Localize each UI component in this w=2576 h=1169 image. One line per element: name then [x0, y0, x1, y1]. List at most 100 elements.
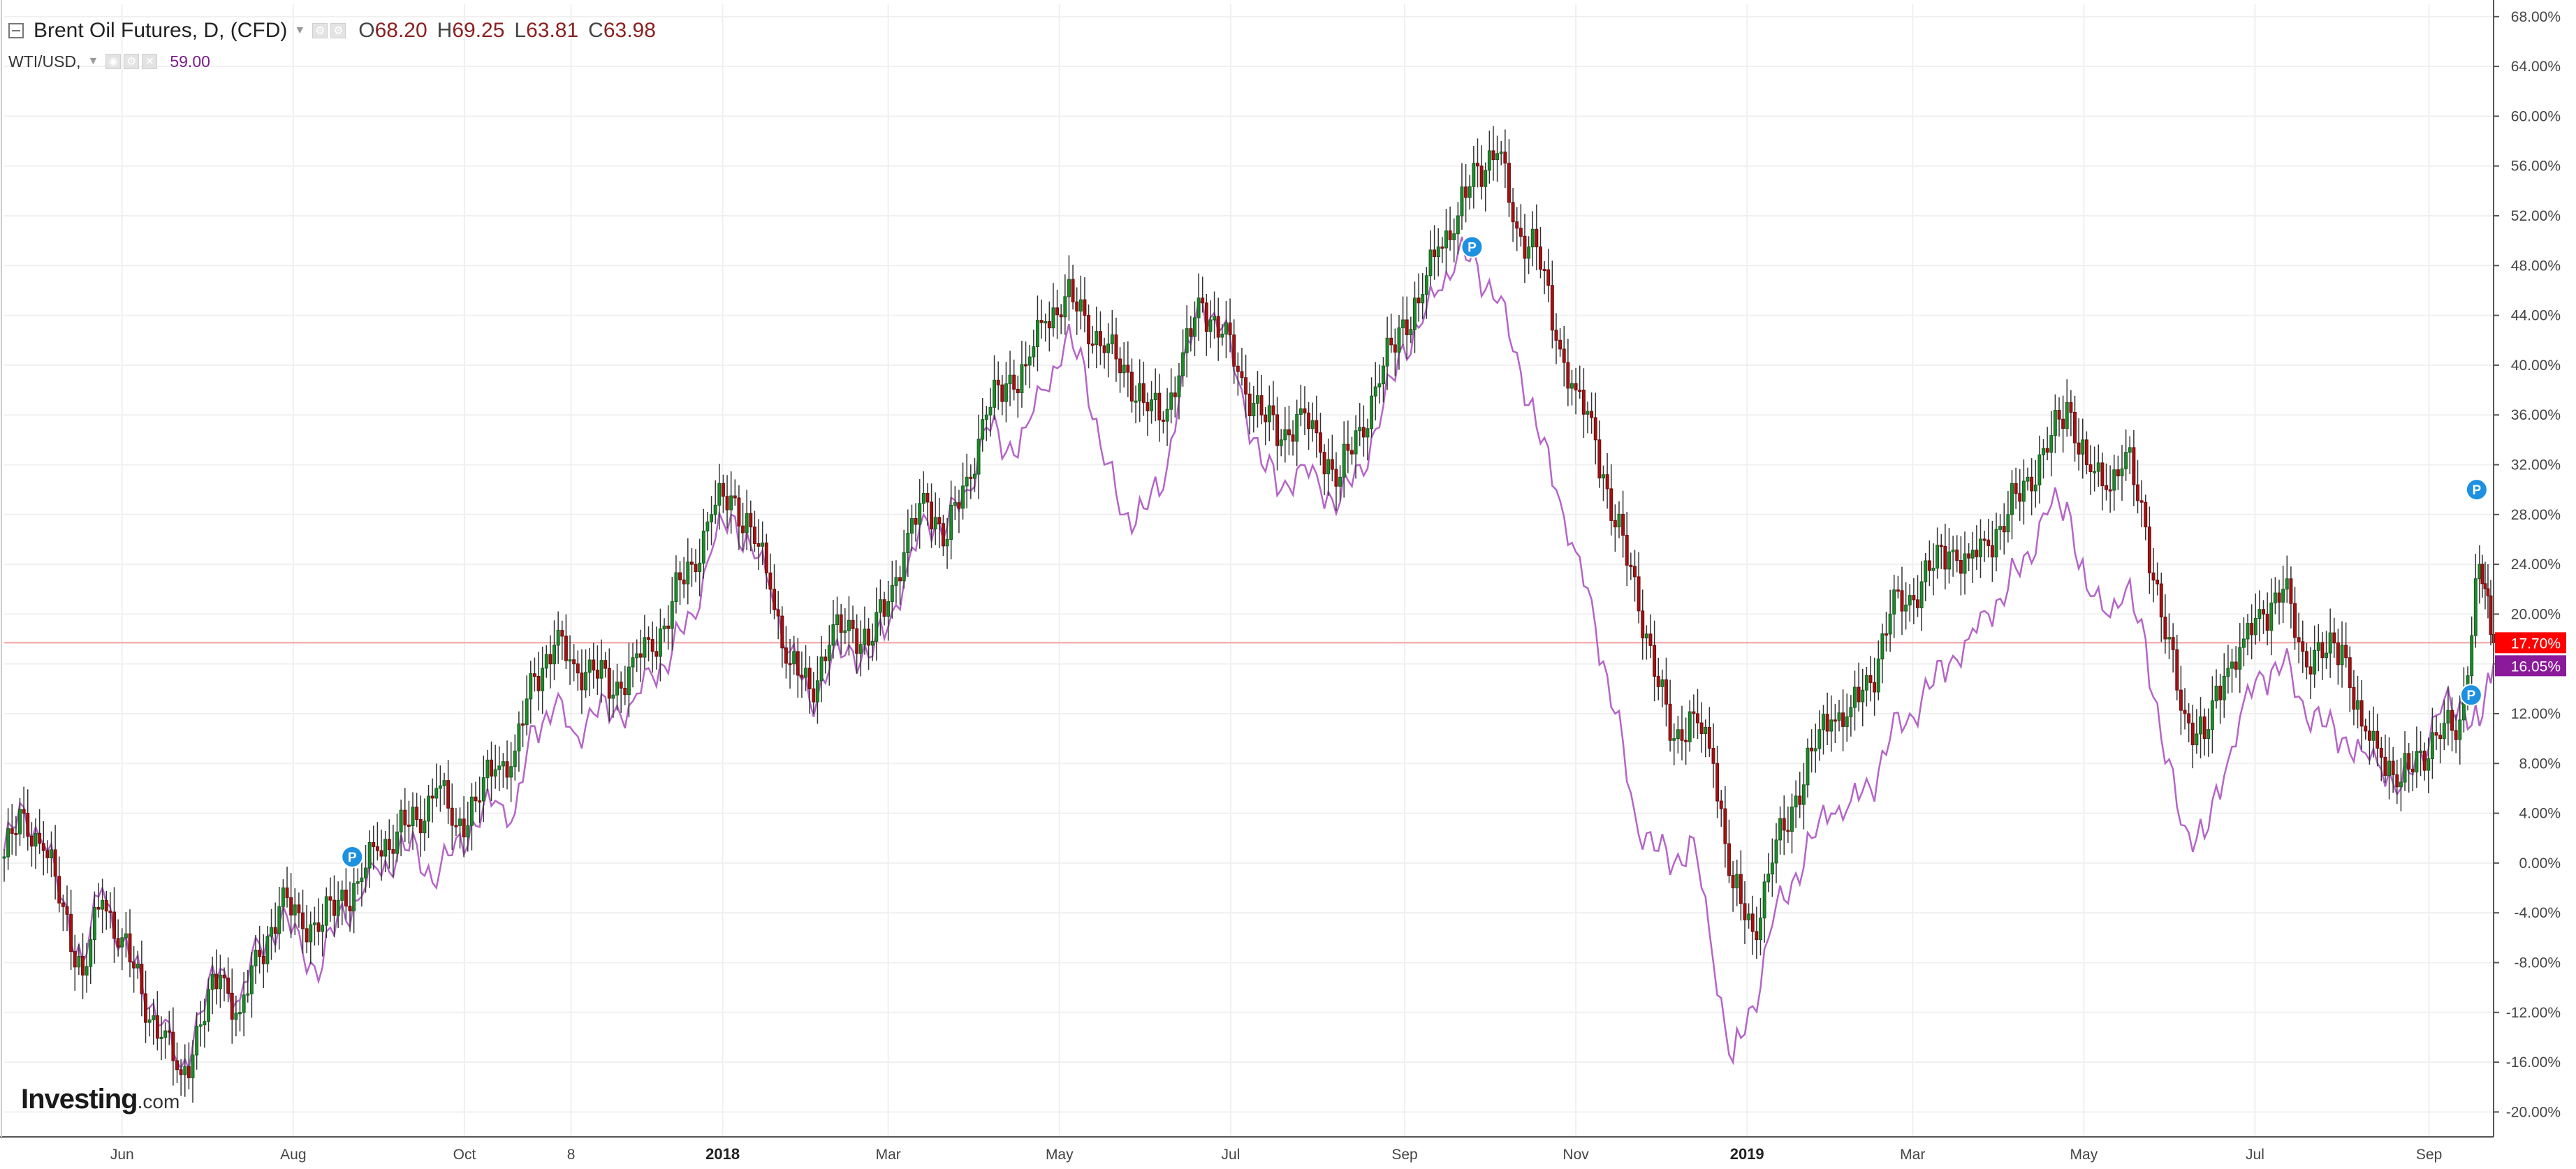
y-tick-label: -4.00% — [2514, 905, 2561, 921]
candle-body — [752, 527, 756, 544]
x-tick-label: Oct — [453, 1147, 476, 1163]
candle-body — [824, 656, 828, 661]
candle-body — [1252, 402, 1256, 417]
candle-body — [1491, 150, 1495, 161]
candle-body — [505, 761, 509, 778]
candle-body — [815, 680, 819, 703]
candle-body — [2167, 637, 2171, 640]
candle-body — [403, 809, 407, 825]
main-series-title[interactable]: Brent Oil Futures, D, (CFD) — [34, 19, 288, 42]
candle-body — [1063, 296, 1067, 318]
candle-body — [2340, 645, 2344, 666]
candle-body — [14, 832, 18, 835]
event-marker[interactable]: P — [1461, 235, 1484, 258]
candle-body — [587, 659, 592, 673]
low-value: 63.81 — [526, 19, 579, 42]
candle-body — [101, 899, 105, 910]
candle-body — [2273, 592, 2277, 603]
candle-body — [843, 630, 847, 633]
candle-body — [1523, 235, 1527, 259]
candle-body — [1433, 249, 1437, 258]
candle-body — [2285, 578, 2289, 590]
candle-body — [1370, 395, 1374, 429]
candle-body — [1704, 726, 1708, 735]
candle-body — [937, 517, 942, 524]
candle-body — [258, 950, 262, 957]
candle-body — [1255, 395, 1259, 404]
candle-body — [761, 542, 765, 547]
x-tick-label: May — [2070, 1147, 2098, 1163]
candle-body — [1236, 365, 1240, 372]
investing-logo: Investing.com — [21, 1084, 180, 1115]
candle-body — [1986, 539, 1991, 546]
event-marker[interactable]: P — [2465, 478, 2488, 501]
candle-body — [1530, 228, 1535, 248]
candle-body — [874, 612, 879, 642]
chevron-down-icon[interactable]: ▼ — [294, 24, 306, 36]
x-tick-label: Jul — [2246, 1147, 2264, 1163]
candle-body — [1810, 747, 1814, 751]
candle-body — [2403, 753, 2407, 783]
candle-body — [1699, 722, 1704, 735]
x-tick-label: Sep — [1391, 1147, 1417, 1163]
close-icon[interactable]: ✕ — [142, 54, 158, 69]
candle-body — [423, 821, 427, 834]
candle-body — [2399, 781, 2403, 788]
candle-body — [6, 828, 10, 858]
candle-body — [2053, 410, 2057, 436]
candle-body — [1766, 874, 1771, 883]
candle-body — [2395, 774, 2399, 788]
x-tick-label: Jul — [1221, 1147, 1240, 1163]
candle-body — [2065, 402, 2069, 429]
candle-body — [214, 973, 219, 990]
candle-body — [2230, 661, 2234, 669]
y-tick-label: -8.00% — [2514, 955, 2561, 971]
candle-body — [1876, 659, 1880, 693]
candle-body — [364, 867, 367, 878]
candle-body — [953, 502, 957, 506]
candle-body — [882, 599, 886, 617]
candle-body — [1039, 320, 1044, 323]
candle-body — [1747, 913, 1751, 920]
candle-body — [2210, 700, 2214, 730]
marker-circle[interactable] — [341, 845, 364, 868]
candle-body — [222, 974, 226, 978]
candle-body — [1904, 604, 1908, 612]
gear-icon[interactable]: ⚙ — [330, 23, 346, 38]
candle-body — [1421, 294, 1425, 304]
candle-body — [2434, 732, 2438, 736]
candle-body — [918, 503, 922, 525]
candle-body — [1440, 247, 1444, 249]
candle-body — [1389, 337, 1393, 346]
candle-body — [1118, 358, 1122, 374]
candle-body — [73, 951, 77, 968]
candle-body — [2265, 613, 2269, 631]
collapse-legend-icon[interactable] — [8, 23, 24, 38]
marker-circle[interactable] — [1461, 235, 1484, 258]
settings-icon[interactable]: ⚙ — [312, 23, 328, 38]
marker-circle[interactable] — [2459, 684, 2482, 707]
candle-body — [2241, 638, 2246, 648]
y-tick-label: 4.00% — [2519, 806, 2561, 822]
candle-body — [1885, 633, 1888, 636]
candle-body — [277, 906, 281, 934]
candle-body — [2489, 595, 2493, 635]
candle-body — [2320, 642, 2325, 659]
candle-body — [289, 897, 293, 916]
candle-body — [1495, 153, 1500, 161]
candle-body — [643, 637, 647, 658]
chevron-down-icon[interactable]: ▼ — [87, 55, 99, 67]
candle-body — [909, 518, 914, 534]
marker-circle[interactable] — [2465, 478, 2488, 501]
candle-body — [1770, 862, 1774, 875]
candle-body — [2144, 501, 2148, 528]
eye-icon[interactable]: ◉ — [105, 54, 122, 69]
gear-icon[interactable]: ⚙ — [124, 54, 140, 69]
event-marker[interactable]: P — [341, 845, 364, 868]
event-marker[interactable]: P — [2459, 684, 2482, 707]
candle-body — [124, 933, 128, 939]
compare-series-title[interactable]: WTI/USD, — [8, 52, 81, 71]
candle-body — [446, 780, 451, 809]
